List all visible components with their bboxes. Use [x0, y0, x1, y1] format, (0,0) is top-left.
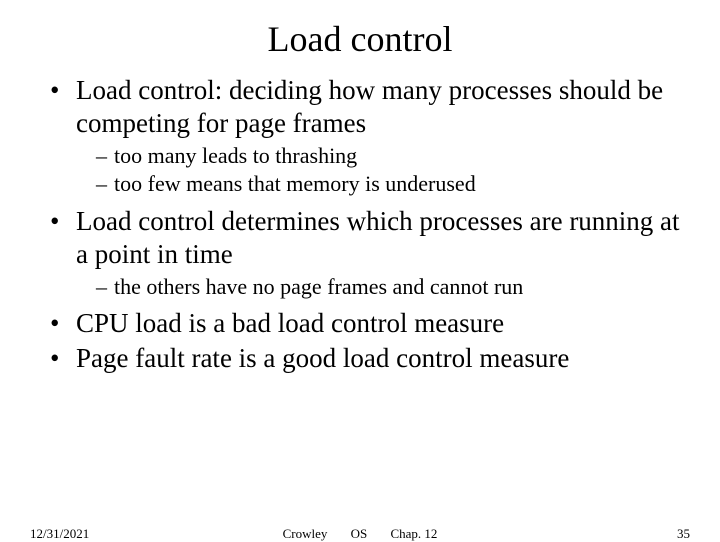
bullet-item: • Load control: deciding how many proces…	[50, 74, 690, 140]
bullet-marker: •	[50, 307, 76, 340]
bullet-item: • Page fault rate is a good load control…	[50, 342, 690, 375]
bullet-item: • Load control determines which processe…	[50, 205, 690, 271]
dash-marker: –	[96, 273, 114, 301]
bullet-text: too many leads to thrashing	[114, 142, 690, 170]
bullet-item: – too few means that memory is underused	[96, 170, 690, 198]
footer-chapter: Chap. 12	[390, 526, 437, 541]
footer-course: OS	[351, 526, 368, 541]
footer-author: Crowley	[283, 526, 328, 541]
bullet-item: – the others have no page frames and can…	[96, 273, 690, 301]
bullet-marker: •	[50, 342, 76, 375]
bullet-text: Load control: deciding how many processe…	[76, 74, 690, 140]
bullet-item: – too many leads to thrashing	[96, 142, 690, 170]
slide-title: Load control	[30, 18, 690, 60]
slide-content: • Load control: deciding how many proces…	[30, 74, 690, 375]
bullet-text: too few means that memory is underused	[114, 170, 690, 198]
bullet-item: • CPU load is a bad load control measure	[50, 307, 690, 340]
bullet-text: CPU load is a bad load control measure	[76, 307, 690, 340]
bullet-marker: •	[50, 205, 76, 238]
bullet-text: Load control determines which processes …	[76, 205, 690, 271]
bullet-marker: •	[50, 74, 76, 107]
slide: Load control • Load control: deciding ho…	[0, 0, 720, 540]
bullet-text: the others have no page frames and canno…	[114, 273, 690, 301]
dash-marker: –	[96, 170, 114, 198]
bullet-text: Page fault rate is a good load control m…	[76, 342, 690, 375]
dash-marker: –	[96, 142, 114, 170]
